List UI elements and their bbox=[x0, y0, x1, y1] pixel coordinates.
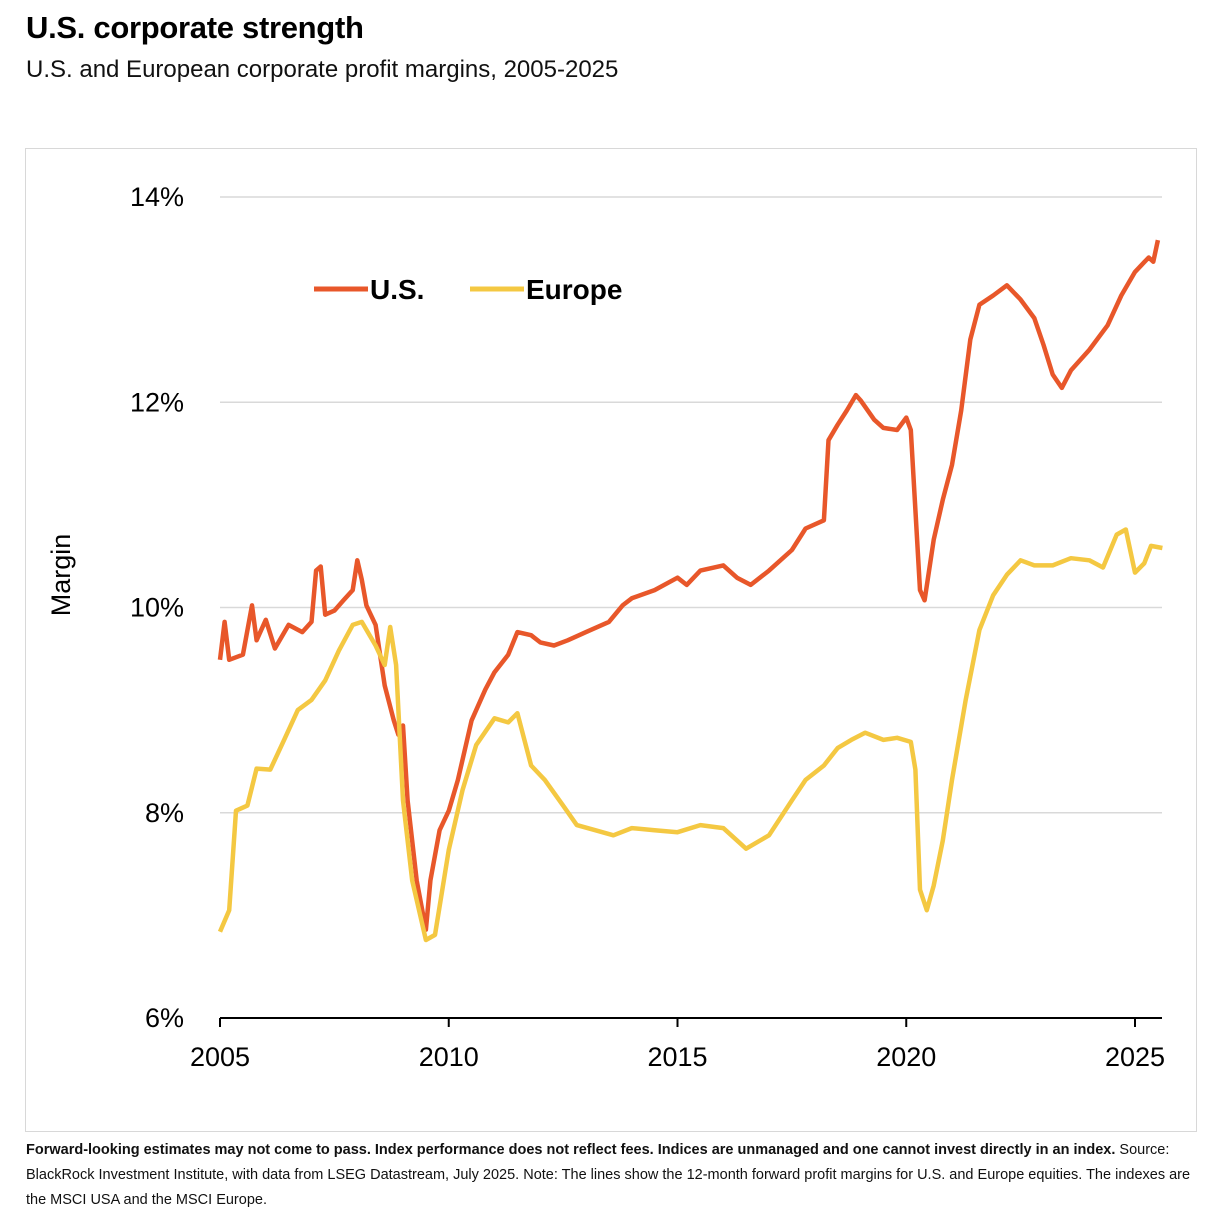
x-tick-label: 2010 bbox=[419, 1042, 479, 1072]
chart-frame bbox=[25, 148, 1197, 1132]
legend-label: U.S. bbox=[370, 274, 424, 305]
y-tick-label: 8% bbox=[145, 798, 184, 828]
x-tick-label: 2025 bbox=[1105, 1042, 1165, 1072]
footnote-disclaimer: Forward-looking estimates may not come t… bbox=[26, 1142, 1116, 1158]
y-axis-label: Margin bbox=[46, 534, 76, 617]
x-tick-label: 2015 bbox=[647, 1042, 707, 1072]
y-tick-label: 6% bbox=[145, 1003, 184, 1033]
chart-subtitle: U.S. and European corporate profit margi… bbox=[26, 56, 619, 83]
y-tick-label: 12% bbox=[130, 387, 184, 417]
x-tick-label: 2005 bbox=[190, 1042, 250, 1072]
y-tick-label: 14% bbox=[130, 182, 184, 212]
x-tick-label: 2020 bbox=[876, 1042, 936, 1072]
y-tick-label: 10% bbox=[130, 593, 184, 623]
series-line-europe bbox=[217, 527, 1163, 943]
chart-title: U.S. corporate strength bbox=[26, 10, 364, 45]
series-line-us bbox=[217, 239, 1161, 932]
footnote-source: Source: BlackRock Investment Institute, … bbox=[26, 1142, 1191, 1208]
footnote: Forward-looking estimates may not come t… bbox=[26, 1138, 1196, 1213]
legend-label: Europe bbox=[526, 274, 622, 305]
